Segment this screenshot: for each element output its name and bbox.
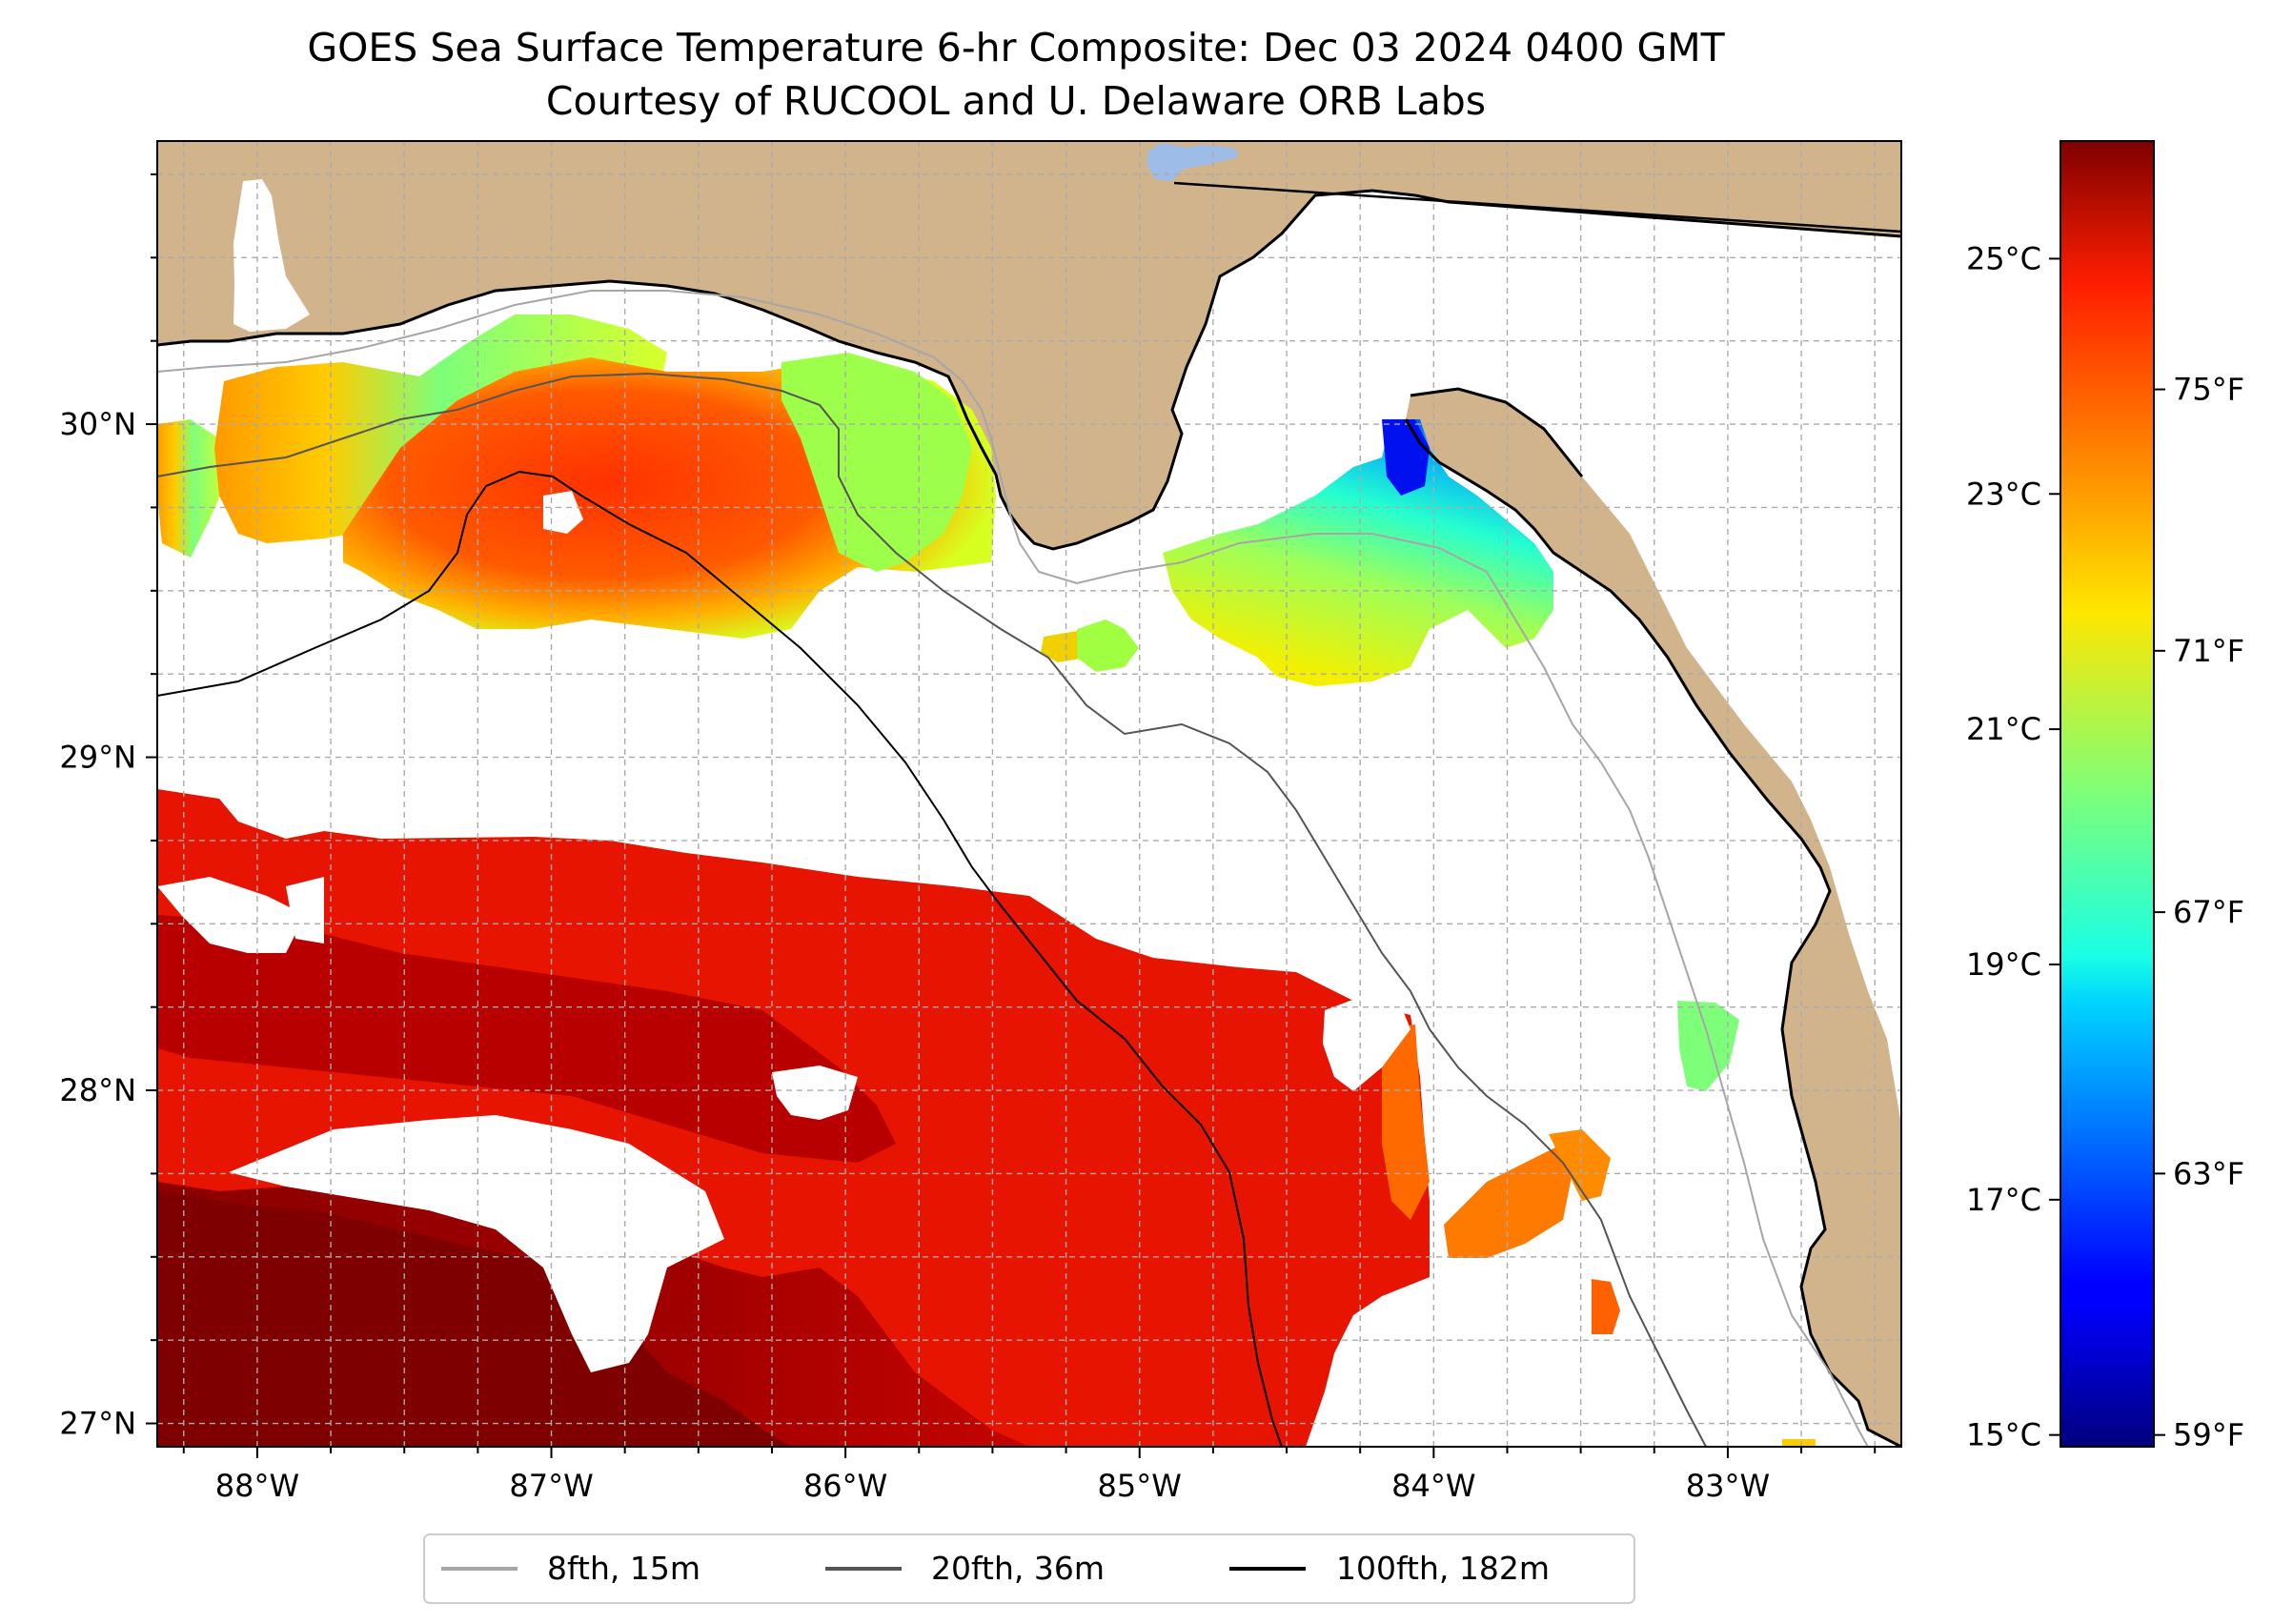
- legend-frame: [423, 1533, 1635, 1604]
- cloud-gap-5: [286, 877, 324, 944]
- legend: 8fth, 15m 20fth, 36m 100fth, 182m: [423, 1533, 1635, 1604]
- colorbar-gradient: [2060, 140, 2155, 1448]
- colorbar-celsius-label: 19°C: [1966, 946, 2041, 983]
- map-frame: [156, 140, 1902, 1448]
- sst-apalach-patch: [1077, 619, 1139, 672]
- legend-label-8fth: 8fth, 15m: [547, 1550, 700, 1587]
- sst-south-maroon: [157, 1191, 791, 1447]
- map-subtitle: Courtesy of RUCOOL and U. Delaware ORB L…: [546, 78, 1486, 124]
- sst-gulf-cyan: [1677, 1001, 1739, 1091]
- colorbar-fahrenheit-label: 67°F: [2173, 894, 2244, 930]
- lat-tick-label: 30°N: [59, 406, 136, 442]
- lon-axis: 88°W 87°W 86°W 85°W 84°W 83°W: [182, 1447, 1877, 1504]
- coastline-florida-east: [1410, 387, 1584, 477]
- sst-destin-patch: [781, 353, 972, 572]
- lon-tick-label: 83°W: [1686, 1468, 1770, 1504]
- lat-tick-label: 27°N: [59, 1406, 136, 1442]
- map-title: GOES Sea Surface Temperature 6-hr Compos…: [307, 25, 1725, 71]
- colorbar-celsius-label: 23°C: [1966, 476, 2041, 512]
- sst-small-orange: [1592, 1279, 1620, 1334]
- sst-layer: [157, 315, 1816, 1447]
- cloud-gap: [229, 1115, 724, 1372]
- cloud-gap-6: [543, 491, 583, 534]
- map-area[interactable]: [157, 141, 1901, 1447]
- colorbar-fahrenheit-label: 75°F: [2173, 372, 2244, 408]
- land-florida-peninsula: [1406, 389, 1901, 1447]
- colorbar-celsius-label: 17°C: [1966, 1182, 2041, 1218]
- lat-axis: 27°N 28°N 29°N 30°N: [59, 173, 157, 1442]
- lake: [1146, 143, 1239, 181]
- sst-mid-darkred: [157, 915, 896, 1163]
- lat-tick-label: 28°N: [59, 1072, 136, 1108]
- isobath-20fth: [157, 372, 1707, 1447]
- colorbar-celsius-axis: 15°C 17°C 19°C 21°C 23°C 25°C: [1966, 240, 2060, 1453]
- sst-keys-orange: [1444, 1129, 1582, 1258]
- isobath-100fth: [157, 470, 1283, 1447]
- sst-west-patch: [157, 419, 229, 558]
- gridlines: [157, 141, 1901, 1447]
- land-north-coast: [157, 141, 1901, 549]
- colorbar-fahrenheit-label: 71°F: [2173, 633, 2244, 669]
- lon-tick-label: 87°W: [509, 1468, 593, 1504]
- cloud-gap-2: [772, 1066, 858, 1120]
- cloud-gap-3: [1323, 996, 1410, 1091]
- lon-tick-label: 85°W: [1098, 1468, 1182, 1504]
- land-mobile-bay: [233, 179, 310, 332]
- coastline: [157, 189, 1901, 551]
- colorbar: 15°C 17°C 19°C 21°C 23°C 25°C 59°F 63°F 67°F 71°…: [1966, 140, 2244, 1453]
- colorbar-fahrenheit-label: 63°F: [2173, 1155, 2244, 1191]
- lat-tick-label: 29°N: [59, 740, 136, 776]
- sst-keys-orange2: [1549, 1129, 1611, 1201]
- sst-tiny-yellow: [1782, 1439, 1816, 1447]
- state-border: [1173, 181, 1901, 233]
- sst-bigbend-patch: [1163, 419, 1553, 686]
- isobath-8fth: [157, 290, 1869, 1447]
- colorbar-fahrenheit-label: 59°F: [2173, 1417, 2244, 1453]
- legend-label-20fth: 20fth, 36m: [931, 1550, 1105, 1587]
- colorbar-celsius-label: 25°C: [1966, 240, 2041, 276]
- cloud-gap-4: [157, 877, 305, 953]
- colorbar-celsius-label: 21°C: [1966, 711, 2041, 747]
- coastline-florida: [1404, 418, 1901, 1447]
- colorbar-fahrenheit-axis: 59°F 63°F 67°F 71°F 75°F: [2154, 372, 2244, 1453]
- sst-se-orange: [1382, 1025, 1430, 1220]
- colorbar-celsius-label: 15°C: [1966, 1417, 2041, 1453]
- lon-tick-label: 86°W: [803, 1468, 887, 1504]
- legend-label-100fth: 100fth, 182m: [1336, 1550, 1550, 1587]
- lon-tick-label: 84°W: [1391, 1468, 1475, 1504]
- lon-tick-label: 88°W: [215, 1468, 299, 1504]
